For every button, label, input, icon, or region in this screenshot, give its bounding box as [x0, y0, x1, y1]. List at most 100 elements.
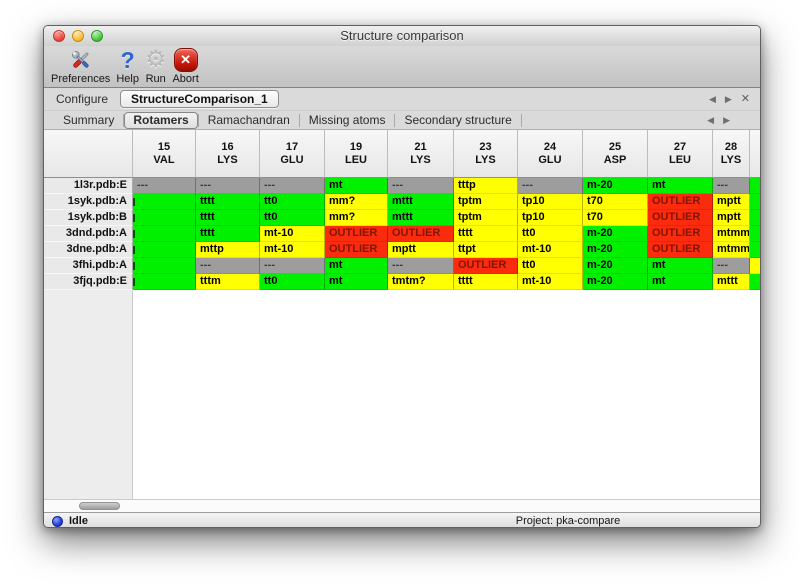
rotamer-cell[interactable]: OUTLIER [648, 242, 713, 258]
rotamer-cell[interactable]: mtmm [713, 242, 750, 258]
rotamer-cell[interactable]: tt0 [260, 194, 325, 210]
rotamer-cell[interactable]: ttpt [454, 242, 518, 258]
rotamer-cell[interactable]: t70 [583, 210, 648, 226]
next-tab-icon[interactable]: ▶ [723, 115, 730, 125]
toolbar-button-preferences[interactable]: Preferences [48, 47, 113, 85]
rotamer-cell[interactable]: tttt [454, 274, 518, 290]
toolbar-button-run[interactable]: ⚙ Run [142, 47, 170, 86]
rotamer-cell[interactable]: mttt [388, 210, 454, 226]
rotamer-cell[interactable]: mt [648, 178, 713, 194]
toolbar-button-abort[interactable]: ✕ Abort [169, 47, 201, 85]
rotamer-cell[interactable]: tmtm? [388, 274, 454, 290]
rotamer-cell[interactable]: tptm [454, 210, 518, 226]
rotamer-cell[interactable]: OUTLIER [325, 242, 388, 258]
rotamer-cell-clipped[interactable] [750, 258, 760, 274]
configure-tab-structurecomparison-1[interactable]: StructureComparison_1 [120, 90, 279, 108]
rotamer-cell[interactable]: tttt [196, 194, 260, 210]
rotamer-cell-clipped[interactable] [750, 178, 760, 194]
tab-ramachandran[interactable]: Ramachandran [207, 112, 290, 127]
rotamer-cell[interactable]: tt0 [260, 274, 325, 290]
rotamer-cell[interactable]: m-20 [583, 242, 648, 258]
tab-missing-atoms[interactable]: Missing atoms [308, 112, 386, 127]
rotamer-cell[interactable]: tptm [454, 194, 518, 210]
scrollbar-thumb[interactable] [79, 502, 120, 510]
rotamer-cell[interactable]: tt0 [518, 226, 583, 242]
rotamer-cell[interactable] [133, 242, 196, 258]
rotamer-cell[interactable]: mt [325, 274, 388, 290]
rotamer-cell[interactable]: tp10 [518, 210, 583, 226]
rotamer-cell[interactable]: tt0 [518, 258, 583, 274]
rotamer-cell[interactable] [133, 226, 196, 242]
rotamer-cell[interactable]: tt0 [260, 210, 325, 226]
rotamer-cell[interactable]: mptt [388, 242, 454, 258]
rotamer-cell-clipped[interactable] [750, 194, 760, 210]
rotamer-cell-clipped[interactable] [750, 242, 760, 258]
rotamer-cell[interactable]: tp10 [518, 194, 583, 210]
rotamer-cell[interactable]: mt-10 [518, 274, 583, 290]
rotamer-cell-clipped[interactable] [750, 210, 760, 226]
rotamer-cell[interactable]: m-20 [583, 226, 648, 242]
rotamer-cell[interactable]: mptt [713, 210, 750, 226]
next-config-icon[interactable]: ▶ [724, 94, 732, 104]
rotamer-cell[interactable]: tttp [454, 178, 518, 194]
rotamer-cell[interactable] [133, 274, 196, 290]
rotamer-cell[interactable]: --- [133, 178, 196, 194]
rotamer-cell[interactable]: mt-10 [260, 226, 325, 242]
rotamer-cell[interactable]: t70 [583, 194, 648, 210]
rotamer-cell[interactable]: --- [388, 178, 454, 194]
rotamer-cell[interactable] [133, 258, 196, 274]
rotamer-cell[interactable]: OUTLIER [648, 226, 713, 242]
rotamer-cell[interactable]: mt-10 [518, 242, 583, 258]
rotamer-cell[interactable]: --- [518, 178, 583, 194]
tab-summary[interactable]: Summary [63, 112, 115, 127]
rotamer-cell[interactable] [133, 210, 196, 226]
rotamer-cell[interactable]: m-20 [583, 274, 648, 290]
prev-tab-icon[interactable]: ◀ [707, 115, 715, 125]
tab-rotamers[interactable]: Rotamers [124, 111, 198, 129]
rotamer-cell[interactable]: m-20 [583, 258, 648, 274]
horizontal-scrollbar[interactable] [44, 499, 760, 512]
rotamer-cell[interactable]: OUTLIER [648, 194, 713, 210]
rotamer-cell[interactable]: mttp [196, 242, 260, 258]
rotamer-cell[interactable]: mm? [325, 194, 388, 210]
rotamer-cell[interactable]: OUTLIER [388, 226, 454, 242]
rotamer-cell[interactable]: --- [196, 178, 260, 194]
rotamer-cell[interactable]: tttm [196, 274, 260, 290]
rotamer-cell[interactable]: --- [388, 258, 454, 274]
rotamer-cell[interactable]: --- [196, 258, 260, 274]
rotamer-cell[interactable]: mm? [325, 210, 388, 226]
rotamer-cell[interactable]: m-20 [583, 178, 648, 194]
rotamer-cell[interactable]: --- [713, 258, 750, 274]
prev-config-icon[interactable]: ◀ [708, 94, 716, 104]
rotamer-cell[interactable]: mt [325, 258, 388, 274]
rotamer-cell[interactable]: tttt [196, 210, 260, 226]
rotamer-cell[interactable]: mt [648, 274, 713, 290]
residue-number: 27 [673, 140, 687, 153]
rotamer-cell[interactable]: mt [648, 258, 713, 274]
tab-secondary-structure[interactable]: Secondary structure [404, 112, 512, 127]
rotamer-cell[interactable]: OUTLIER [648, 210, 713, 226]
rotamer-cell-clipped[interactable] [750, 226, 760, 242]
rotamer-cell[interactable] [133, 194, 196, 210]
close-window-icon[interactable] [53, 30, 65, 42]
rotamer-cell[interactable]: --- [713, 178, 750, 194]
rotamer-cell-clipped[interactable] [750, 274, 760, 290]
rotamer-cell[interactable]: mptt [713, 194, 750, 210]
rotamer-cell[interactable]: mt [325, 178, 388, 194]
title-bar[interactable]: Structure comparison [44, 26, 760, 46]
rotamer-cell[interactable]: tttt [196, 226, 260, 242]
rotamer-cell[interactable]: OUTLIER [325, 226, 388, 242]
rotamer-cell[interactable]: mttt [713, 274, 750, 290]
row-label-3dnd-pdb-A: 3dnd.pdb:A [44, 226, 133, 242]
toolbar-button-help[interactable]: ? Help [113, 47, 142, 85]
rotamer-cell[interactable]: --- [260, 178, 325, 194]
rotamer-cell[interactable]: --- [260, 258, 325, 274]
rotamer-cell[interactable]: mt-10 [260, 242, 325, 258]
rotamer-cell[interactable]: OUTLIER [454, 258, 518, 274]
zoom-window-icon[interactable] [91, 30, 103, 42]
rotamer-cell[interactable]: mtmm [713, 226, 750, 242]
rotamer-cell[interactable]: tttt [454, 226, 518, 242]
minimize-window-icon[interactable] [72, 30, 84, 42]
close-config-icon[interactable]: ✕ [740, 93, 750, 105]
rotamer-cell[interactable]: mttt [388, 194, 454, 210]
